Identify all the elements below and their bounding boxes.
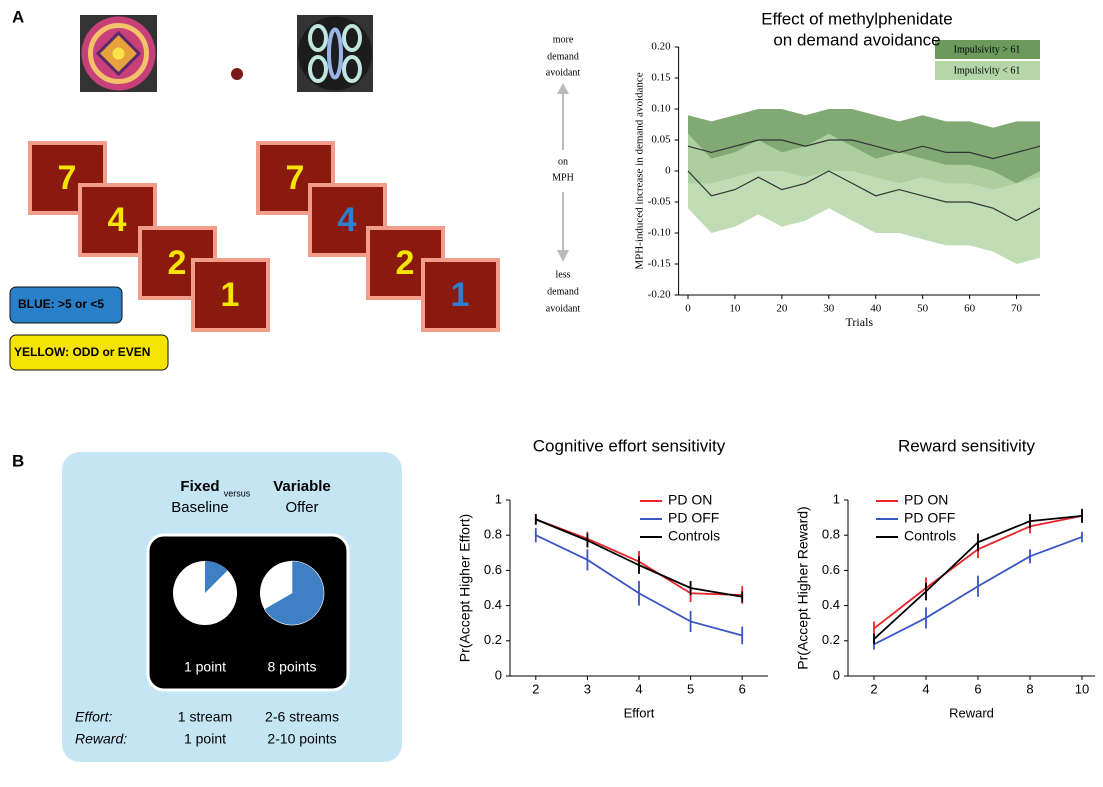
y-tick-label: -0.10 <box>648 227 671 239</box>
row-fixed: 1 stream <box>178 709 232 725</box>
card-digit: 2 <box>168 244 187 282</box>
row-variable: 2-10 points <box>267 731 336 747</box>
annotation: less <box>556 269 571 280</box>
y-tick-label: 0 <box>833 667 840 682</box>
y-tick-label: 1 <box>833 491 840 506</box>
y-tick-label: -0.20 <box>648 289 671 301</box>
annotation: MPH <box>552 172 574 183</box>
card-digit: 2 <box>396 244 415 282</box>
y-tick-label: 0.6 <box>484 562 502 577</box>
card-digit: 7 <box>58 159 77 197</box>
x-tick-label: 70 <box>1011 303 1023 315</box>
offer-label: Offer <box>285 499 318 516</box>
y-tick-label: 0.10 <box>651 103 671 115</box>
y-axis-label: MPH-induced increase in demand avoidance <box>634 72 646 269</box>
card-digit: 1 <box>221 276 240 314</box>
chart-title: Effect of methylphenidate <box>761 9 953 28</box>
y-tick-label: -0.05 <box>648 196 671 208</box>
annotation: on <box>558 156 568 167</box>
card-digit: 1 <box>451 276 470 314</box>
x-tick-label: 10 <box>729 303 741 315</box>
rule-text: YELLOW: ODD or EVEN <box>14 345 150 359</box>
chart: 0.20 0.15 0.10 0.05 0 -0.05 -0.10 -0.15 -0.20 0 10… <box>634 9 1040 328</box>
figure: A B 74217421 BLUE: >5 or <5 YELLOW: ODD … <box>0 0 1103 782</box>
row-fixed: 1 point <box>184 731 226 747</box>
variable-label: Variable <box>273 478 331 495</box>
legend-label: PD ON <box>904 492 948 508</box>
annotation: more <box>553 34 574 45</box>
rule-text: BLUE: >5 or <5 <box>18 297 104 311</box>
x-tick-label: 8 <box>1026 681 1033 696</box>
panel-label: A <box>12 7 24 26</box>
points-label: 8 points <box>267 659 316 675</box>
panel-label: B <box>12 451 24 470</box>
legend-label: PD OFF <box>668 510 719 526</box>
legend-label: Impulsivity < 61 <box>954 65 1021 76</box>
x-tick-label: 5 <box>687 681 694 696</box>
x-tick-label: 30 <box>823 303 835 315</box>
x-tick-label: 6 <box>974 681 981 696</box>
y-tick-label: 0.2 <box>822 632 840 647</box>
y-axis-label: Pr(Accept Higher Effort) <box>457 514 473 662</box>
x-tick-label: 4 <box>922 681 929 696</box>
annotation: avoidant <box>546 303 581 314</box>
chart: 0 0.2 0.4 0.6 0.8 1 2 4 6 8 10 Reward Pr(Accept High… <box>795 436 1095 720</box>
x-tick-label: 4 <box>635 681 642 696</box>
x-tick-label: 0 <box>685 303 691 315</box>
row-variable: 2-6 streams <box>265 709 339 725</box>
x-tick-label: 60 <box>964 303 976 315</box>
row-label: Reward: <box>75 731 127 747</box>
card-digit: 4 <box>108 201 127 239</box>
x-tick-label: 2 <box>870 681 877 696</box>
x-axis-label: Effort <box>624 705 655 720</box>
y-tick-label: 0.2 <box>484 632 502 647</box>
y-tick-label: 0.6 <box>822 562 840 577</box>
chart-title: Reward sensitivity <box>898 436 1035 455</box>
stimulus-right <box>297 15 373 92</box>
annotation: demand <box>547 286 579 297</box>
y-axis-label: Pr(Accept Higher Reward) <box>795 506 811 669</box>
legend-label: PD OFF <box>904 510 955 526</box>
x-tick-label: 10 <box>1075 681 1089 696</box>
offer-screen <box>148 535 348 690</box>
annotations: more demand avoidant on MPH less demand avoidan… <box>546 34 581 314</box>
y-tick-label: 0.4 <box>484 597 502 612</box>
x-tick-label: 50 <box>917 303 929 315</box>
legend-label: Controls <box>904 528 956 544</box>
x-tick-label: 2 <box>532 681 539 696</box>
y-tick-label: 0.8 <box>822 527 840 542</box>
x-tick-label: 3 <box>584 681 591 696</box>
chart-title: Cognitive effort sensitivity <box>533 436 726 455</box>
versus-label: versus <box>224 488 251 498</box>
legend-label: Controls <box>668 528 720 544</box>
legend-label: Impulsivity > 61 <box>954 44 1021 55</box>
y-tick-label: 1 <box>495 491 502 506</box>
y-tick-label: -0.15 <box>648 258 671 270</box>
chart-title: on demand avoidance <box>773 30 940 49</box>
fixed-label: Fixed <box>180 478 219 495</box>
y-tick-label: 0 <box>495 667 502 682</box>
fixation-dot <box>231 68 243 80</box>
x-axis-label: Trials <box>846 315 874 329</box>
legend-label: PD ON <box>668 492 712 508</box>
y-tick-label: 0.20 <box>651 41 671 53</box>
x-axis-label: Reward <box>949 705 994 720</box>
points-label: 1 point <box>184 659 226 675</box>
y-tick-label: 0.05 <box>651 134 671 146</box>
baseline-label: Baseline <box>171 499 229 516</box>
x-tick-label: 40 <box>870 303 882 315</box>
chart: 0 0.2 0.4 0.6 0.8 1 2 3 4 5 6 Effort Pr(Accept Highe… <box>457 436 768 720</box>
y-tick-label: 0.15 <box>651 72 671 84</box>
x-tick-label: 20 <box>776 303 788 315</box>
y-tick-label: 0 <box>665 165 671 177</box>
y-tick-label: 0.8 <box>484 527 502 542</box>
x-tick-label: 6 <box>739 681 746 696</box>
card-digit: 4 <box>338 201 357 239</box>
stimulus-left <box>80 15 157 92</box>
annotation: demand <box>547 51 579 62</box>
row-label: Effort: <box>75 709 112 725</box>
annotation: avoidant <box>546 67 581 78</box>
card-digit: 7 <box>286 159 305 197</box>
y-tick-label: 0.4 <box>822 597 840 612</box>
